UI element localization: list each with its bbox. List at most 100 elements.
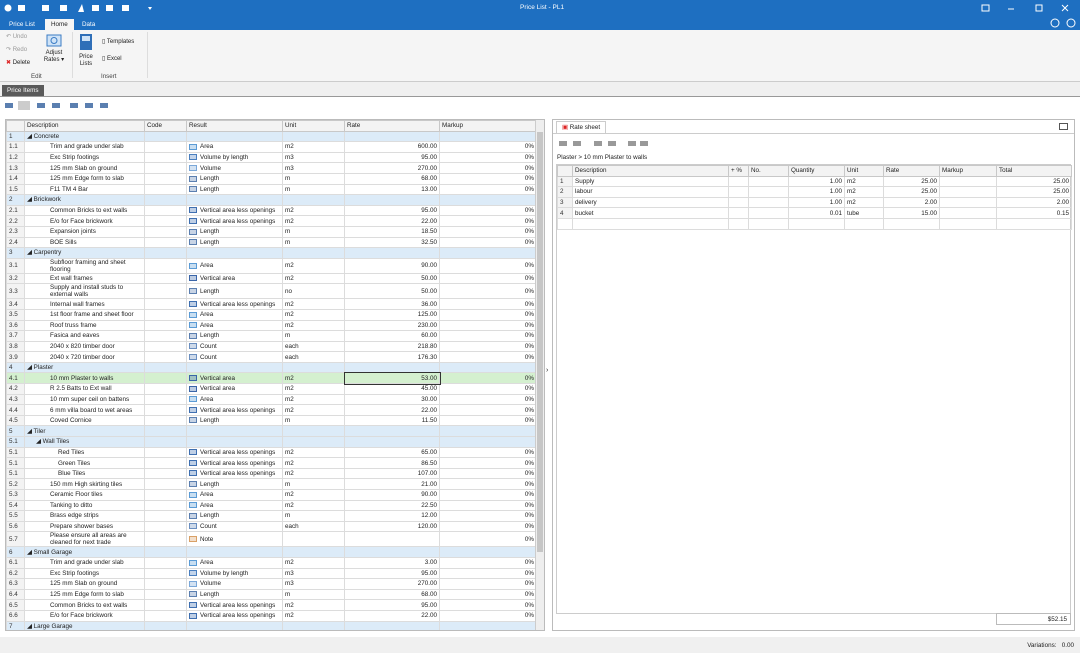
delete-button[interactable]: ✖ Delete	[6, 59, 30, 66]
row-number: 3.7	[7, 331, 25, 342]
result-cell	[187, 131, 283, 142]
rate-cell: 12.00	[345, 511, 440, 522]
tab[interactable]: Price List	[3, 19, 41, 30]
rate-cell: 95.00	[345, 152, 440, 163]
description: Supply and install studs to external wal…	[50, 284, 123, 298]
result-icon	[189, 407, 197, 413]
result-cell: Length	[187, 415, 283, 426]
header-cell: Markup	[440, 121, 537, 132]
result-icon	[189, 263, 197, 269]
unit-cell: m2	[283, 610, 345, 621]
rate-cell: 600.00	[345, 142, 440, 153]
unit-cell	[283, 437, 345, 448]
item-row: 6.6E/o for Face brickworkVertical area l…	[7, 610, 537, 621]
item-row: 6.3125 mm Slab on groundVolumem3270.000%	[7, 579, 537, 590]
description-cell: ◢ Large Garage	[25, 621, 145, 631]
scroll-thumb[interactable]	[537, 132, 543, 552]
description: Tanking to ditto	[50, 502, 92, 509]
unit-cell: m3	[283, 568, 345, 579]
code-cell	[145, 621, 187, 631]
price-lists-button[interactable]: Price Lists	[77, 33, 95, 68]
new-row	[558, 218, 1072, 229]
item-row: 5.5Brass edge stripsLengthm12.000%	[7, 511, 537, 522]
header-cell: Code	[145, 121, 187, 132]
result-icon	[189, 591, 197, 597]
result-icon	[189, 207, 197, 213]
result: Vertical area	[200, 385, 235, 392]
result-cell: Area	[187, 309, 283, 320]
num-cell: 3	[558, 197, 573, 208]
item-row: 5.1Blue TilesVertical area less openings…	[7, 468, 537, 479]
undo-button[interactable]: ↶ Undo	[6, 33, 27, 40]
description-cell: BOE Sills	[25, 237, 145, 248]
code-cell	[145, 216, 187, 227]
result-cell	[187, 248, 283, 259]
code-cell	[145, 557, 187, 568]
rate-sheet-tab[interactable]: ▣ Rate sheet	[556, 121, 606, 133]
description-cell: Internal wall frames	[25, 299, 145, 310]
result: Vertical area less openings	[200, 470, 275, 477]
empty-cell	[749, 187, 789, 198]
expander: ◢	[36, 438, 43, 445]
result-icon	[189, 165, 197, 171]
scrollbar[interactable]	[535, 120, 544, 630]
result-icon	[189, 613, 197, 619]
result: Volume by length	[200, 570, 248, 577]
group-row: 2◢ Brickwork	[7, 195, 537, 206]
description-cell: E/o for Face brickwork	[25, 216, 145, 227]
icon	[79, 33, 93, 51]
header-cell: Unit	[283, 121, 345, 132]
unit-cell: m	[283, 184, 345, 195]
rate-cell: 270.00	[345, 579, 440, 590]
description-cell: 125 mm Slab on ground	[25, 579, 145, 590]
code-cell	[145, 405, 187, 416]
panel-menu[interactable]	[1059, 123, 1068, 130]
description-cell: ◢ Wall Tiles	[25, 437, 145, 448]
excel-button[interactable]: ▯ Excel	[102, 55, 122, 62]
quick-access	[4, 4, 154, 14]
templates-button[interactable]: ▯ Templates	[102, 38, 134, 45]
help-icons[interactable]	[1050, 18, 1078, 29]
window-controls[interactable]	[980, 4, 1076, 14]
row-number: 2.2	[7, 216, 25, 227]
markup-cell: 0%	[440, 557, 537, 568]
description: E/o for Face brickwork	[50, 218, 113, 225]
markup-cell: 0%	[440, 384, 537, 395]
unit-cell: m2	[283, 405, 345, 416]
empty-cell	[997, 218, 1072, 229]
result: Length	[200, 417, 219, 424]
rate-cell: 50.00	[345, 273, 440, 284]
tab[interactable]: Home	[45, 19, 74, 30]
unit-cell: m	[283, 237, 345, 248]
code-cell	[145, 284, 187, 299]
result-cell: Vertical area less openings	[187, 600, 283, 611]
code-cell	[145, 479, 187, 490]
total-cell: 25.00	[997, 187, 1072, 198]
description-cell: 2040 x 720 timber door	[25, 352, 145, 363]
item-row: 2.2E/o for Face brickworkVertical area l…	[7, 216, 537, 227]
splitter-arrow[interactable]: ›	[546, 367, 548, 374]
result-cell: Vertical area less openings	[187, 610, 283, 621]
tab[interactable]: Data	[76, 19, 101, 30]
redo-button[interactable]: ↷ Redo	[6, 46, 27, 53]
description: Blue Tiles	[58, 470, 85, 477]
item-row: 3.82040 x 820 timber doorCounteach218.80…	[7, 341, 537, 352]
description: Wall Tiles	[43, 438, 70, 445]
row-number: 1.2	[7, 152, 25, 163]
code-cell	[145, 205, 187, 216]
row-number: 5.6	[7, 521, 25, 532]
empty-cell	[789, 218, 845, 229]
result-cell: Note	[187, 532, 283, 547]
description: Please ensure all areas are cleaned for …	[50, 532, 127, 546]
markup-cell	[440, 621, 537, 631]
item-row: 1.5F11 TM 4 BarLengthm13.000%	[7, 184, 537, 195]
header-cell: Quantity	[789, 166, 845, 177]
item-row: 1.4125 mm Edge form to slabLengthm68.000…	[7, 173, 537, 184]
rate-cell: 30.00	[345, 394, 440, 405]
panel-tab[interactable]: Price Items	[2, 85, 44, 96]
adjust-rates-button[interactable]: Adjust Rates ▾	[40, 34, 68, 63]
row-number: 6.6	[7, 610, 25, 621]
markup-cell: 0%	[440, 610, 537, 621]
item-row: 2.1Common Bricks to ext wallsVertical ar…	[7, 205, 537, 216]
description: Green Tiles	[58, 460, 90, 467]
